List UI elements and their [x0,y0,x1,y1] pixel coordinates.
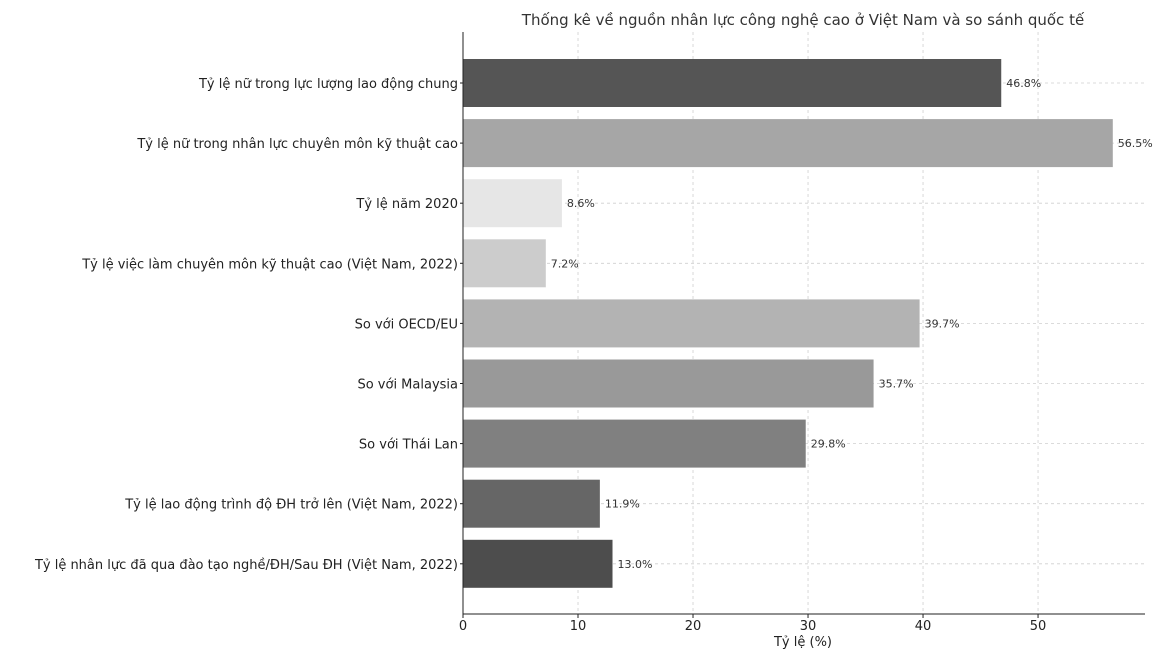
bar [463,239,546,288]
x-tick-label: 50 [1030,619,1047,634]
value-label: 56.5% [1118,137,1153,150]
value-label: 7.2% [551,257,579,270]
x-axis-label: Tỷ lệ (%) [773,635,832,649]
bar [463,479,600,528]
x-tick-label: 20 [685,619,702,634]
value-label: 39.7% [925,317,960,330]
value-label: 29.8% [811,438,846,451]
x-tick-label: 40 [915,619,932,634]
bar [463,419,806,468]
category-label: So với OECD/EU [355,317,458,332]
category-label: Tỷ lệ việc làm chuyên môn kỹ thuật cao (… [81,257,458,272]
x-tick-label: 10 [570,619,587,634]
category-label: Tỷ lệ nhân lực đã qua đào tạo nghề/ĐH/Sa… [34,558,458,573]
chart-title: Thống kê về nguồn nhân lực công nghệ cao… [521,11,1085,29]
x-tick-labels: 0 10 20 30 40 50 [459,614,1046,634]
value-label: 35.7% [879,378,914,391]
category-label: Tỷ lệ lao động trình độ ĐH trở lên (Việt… [124,498,458,513]
bar [463,359,874,408]
bar [463,539,613,588]
value-label: 11.9% [605,498,640,511]
bars [463,59,1113,588]
value-label: 46.8% [1006,77,1041,90]
category-labels: Tỷ lệ nữ trong lực lượng lao động chung T… [34,77,463,573]
category-label: So với Malaysia [357,378,458,393]
value-labels: 46.8% 56.5% 8.6% 7.2% 39.7% 35.7% 29.8% 11.9% 13… [551,77,1153,571]
category-label: Tỷ lệ nữ trong nhân lực chuyên môn kỹ th… [136,137,458,152]
bar [463,299,920,348]
category-label: Tỷ lệ nữ trong lực lượng lao động chung [198,77,458,92]
bar [463,59,1002,107]
category-label: So với Thái Lan [359,438,458,453]
bar [463,179,562,228]
category-label: Tỷ lệ năm 2020 [355,197,458,212]
value-label: 8.6% [567,197,595,210]
x-tick-label: 0 [459,619,467,634]
x-tick-label: 30 [800,619,817,634]
value-label: 13.0% [618,558,653,571]
bar [463,119,1113,168]
